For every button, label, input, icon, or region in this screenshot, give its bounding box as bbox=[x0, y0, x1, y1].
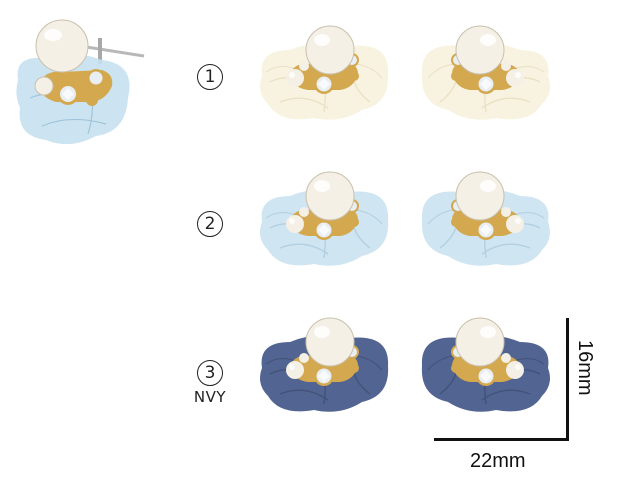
width-label: 22mm bbox=[470, 450, 526, 472]
earring-variant-2-left bbox=[250, 158, 400, 278]
height-line bbox=[566, 318, 569, 440]
variant-number: 1 bbox=[197, 64, 223, 90]
variant-label-3: 3 NVY bbox=[188, 360, 232, 406]
earring-graphic bbox=[260, 171, 389, 266]
variant-number: 3 bbox=[197, 360, 223, 386]
earring-post-graphic bbox=[16, 19, 145, 145]
earring-variant-1-left bbox=[250, 12, 400, 132]
earring-graphic bbox=[260, 317, 389, 412]
product-side-view bbox=[10, 8, 150, 158]
earring-graphic bbox=[260, 25, 389, 120]
earring-variant-2-right bbox=[410, 158, 560, 278]
variant-label-2: 2 bbox=[188, 211, 232, 237]
earring-variant-3-right bbox=[410, 304, 560, 424]
variant-label-1: 1 bbox=[188, 64, 232, 90]
earring-variant-3-left bbox=[250, 304, 400, 424]
earring-graphic bbox=[421, 25, 550, 120]
width-line bbox=[434, 438, 569, 441]
earring-graphic bbox=[421, 171, 550, 266]
variant-color-code: NVY bbox=[193, 388, 227, 406]
earring-variant-1-right bbox=[410, 12, 560, 132]
variant-number: 2 bbox=[197, 211, 223, 237]
earring-graphic bbox=[421, 317, 550, 412]
height-label: 16mm bbox=[574, 340, 596, 396]
